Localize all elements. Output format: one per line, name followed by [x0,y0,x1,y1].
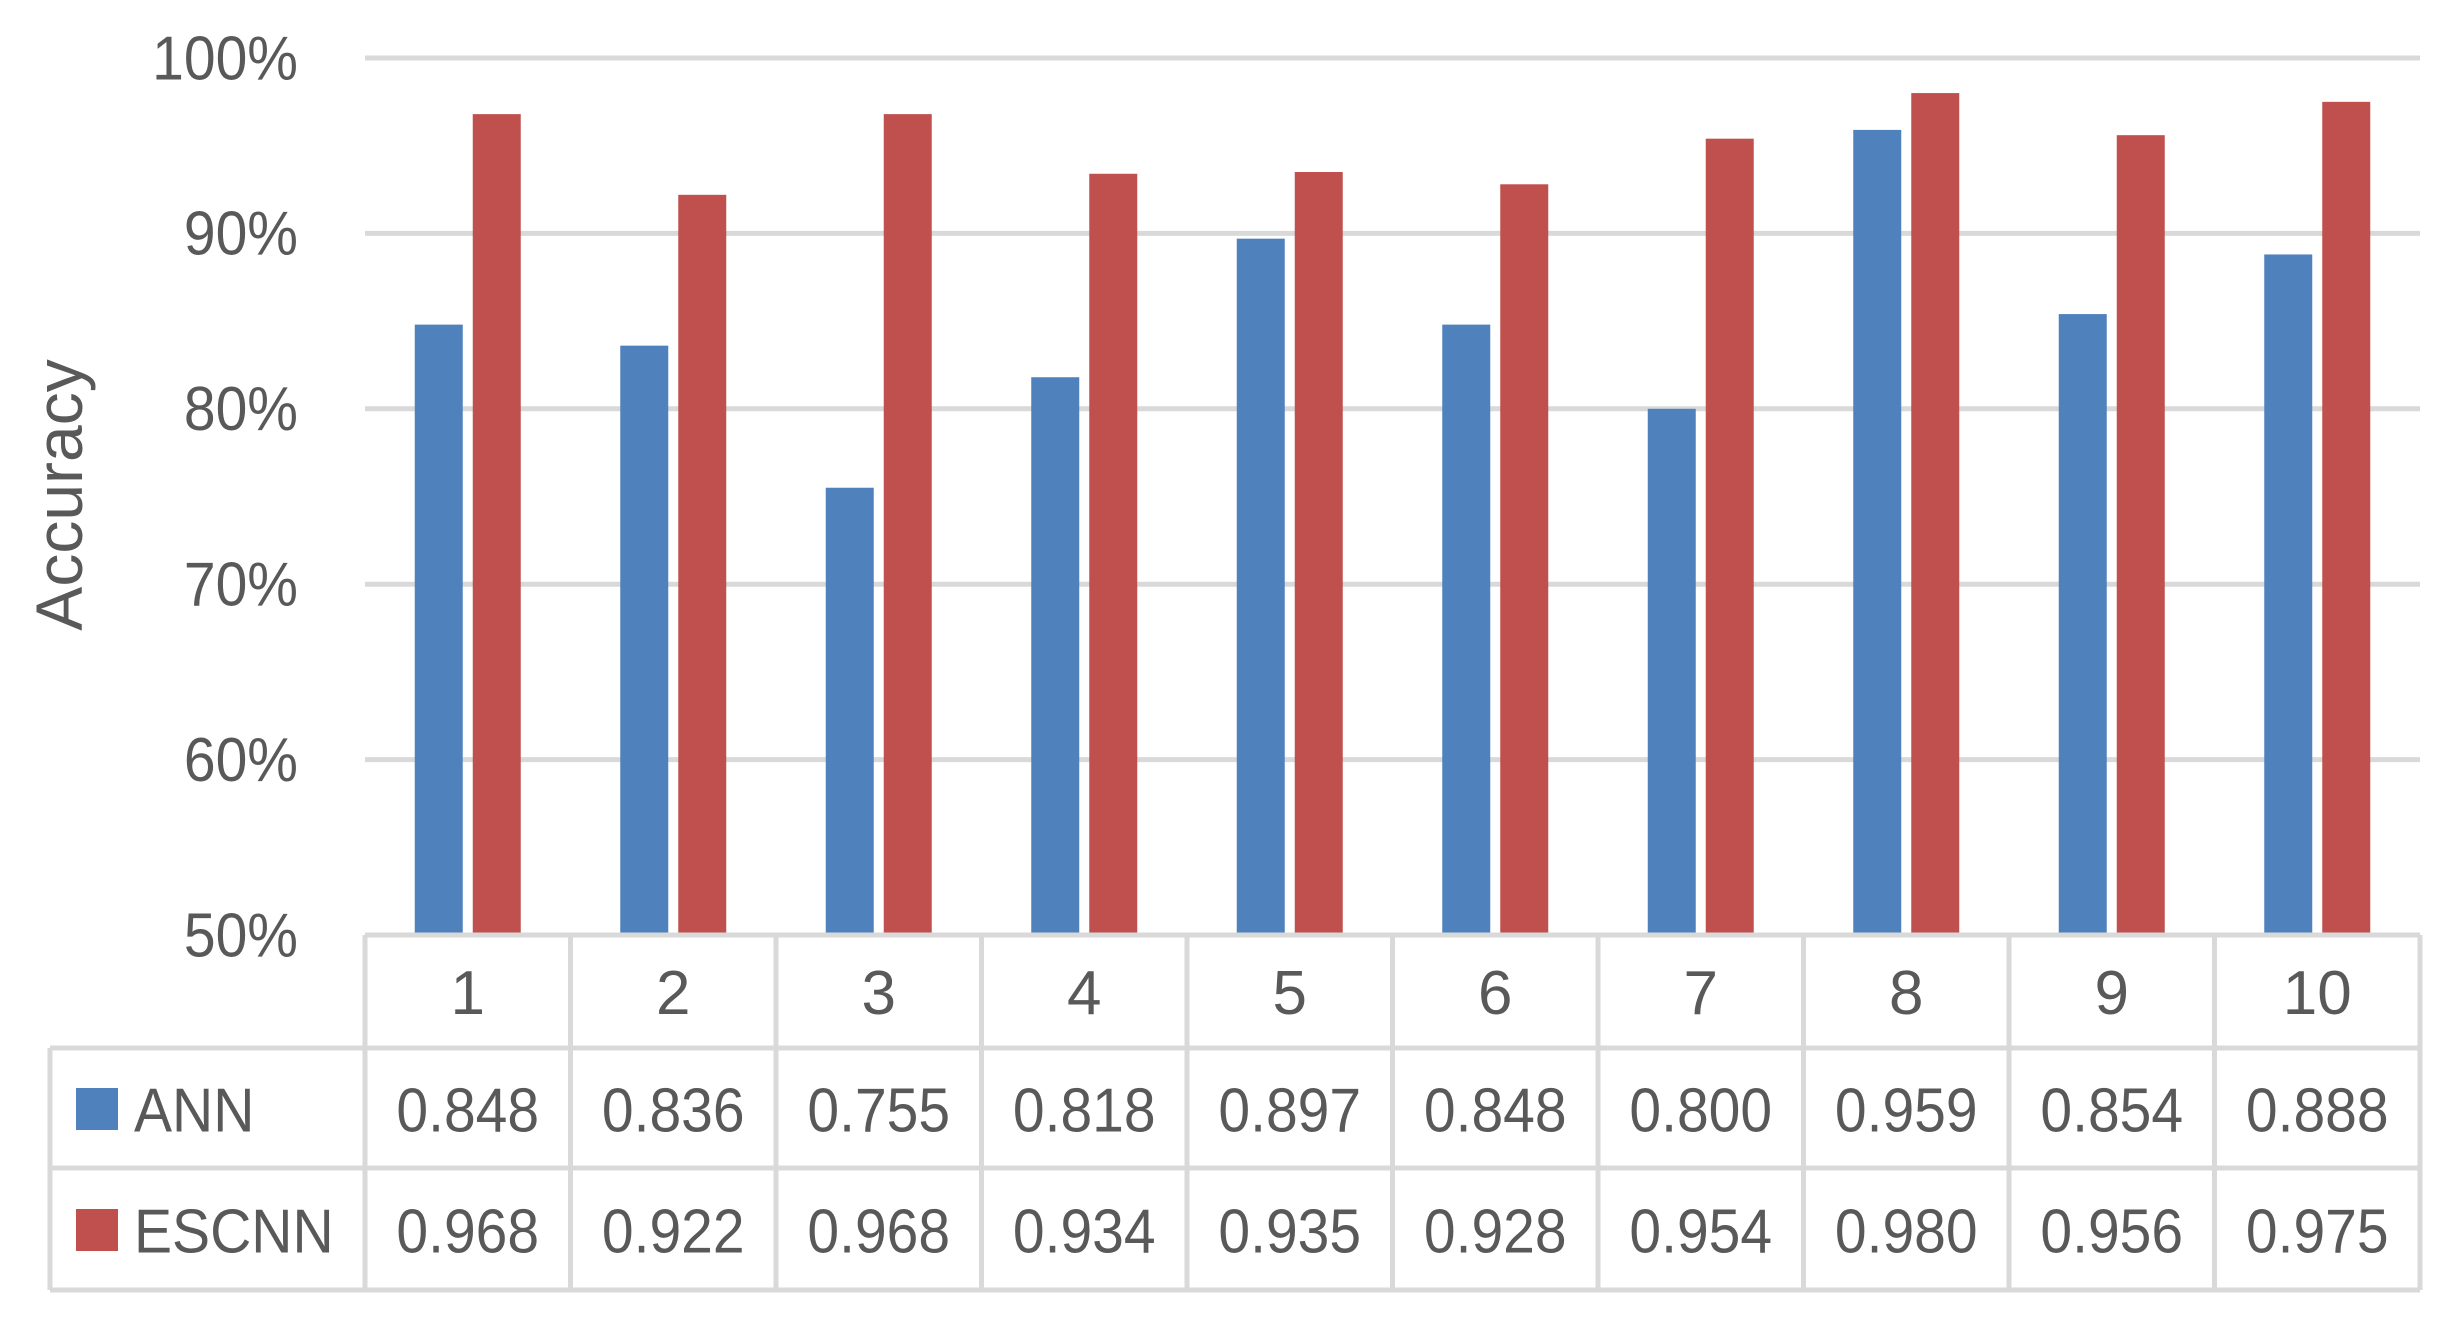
y-tick-label: 50% [184,900,298,970]
y-tick-label: 80% [184,374,298,444]
data-label: 0.818 [1013,1075,1156,1145]
bar-ann [1442,324,1491,935]
x-tick-label: 8 [1889,959,1923,1028]
data-label: 0.954 [1629,1196,1772,1266]
data-label: 0.975 [2246,1196,2389,1266]
legend-label: ANN [134,1075,254,1145]
x-tick-label: 1 [451,959,485,1028]
data-label: 0.959 [1835,1075,1978,1145]
legend-label: ESCNN [134,1196,334,1266]
y-tick-label: 100% [152,23,298,93]
bar-ann [2264,254,2313,935]
x-tick-label: 5 [1273,959,1307,1028]
x-tick-label: 3 [862,959,896,1028]
data-label: 0.888 [2246,1075,2389,1145]
data-label: 0.935 [1218,1196,1361,1266]
x-tick-label: 2 [656,959,690,1028]
bars [414,93,2371,936]
y-tick-labels: 50% 60% 70% 80% 90% 100% [152,23,298,970]
data-label: 0.980 [1835,1196,1978,1266]
y-tick-label: 90% [184,199,298,269]
x-tick-label: 7 [1684,959,1718,1028]
legend-swatch-escnn [76,1209,118,1251]
bar-ann [2058,314,2107,936]
bar-escnn [1500,184,1549,936]
data-label: 0.934 [1013,1196,1156,1266]
x-tick-label: 10 [2283,959,2352,1028]
data-label: 0.956 [2040,1196,2183,1266]
bar-escnn [2322,101,2371,936]
bar-escnn [1294,172,1343,935]
legend-swatch-ann [76,1088,118,1130]
data-label: 0.848 [396,1075,539,1145]
bar-ann [1853,129,1902,935]
y-axis-title: Accuracy [22,359,96,630]
data-label: 0.848 [1424,1075,1567,1145]
bar-ann [1236,238,1285,936]
data-label: 0.897 [1218,1075,1361,1145]
bar-escnn [1089,173,1138,936]
y-tick-label: 70% [184,549,298,619]
data-label: 0.836 [602,1075,745,1145]
data-label: 0.854 [2040,1075,2183,1145]
x-tick-label: 6 [1478,959,1512,1028]
bar-escnn [1705,138,1754,935]
bar-ann [620,345,669,935]
gridlines [365,55,2420,763]
x-tick-label: 4 [1067,959,1101,1028]
bar-ann [1031,377,1080,935]
bar-escnn [883,114,932,936]
bar-ann [1647,408,1696,935]
bar-escnn [472,114,521,936]
x-tick-label: 9 [2095,959,2129,1028]
bar-escnn [678,194,727,935]
data-label: 0.922 [602,1196,745,1266]
data-label: 0.928 [1424,1196,1567,1266]
bar-ann [414,324,463,935]
data-label: 0.968 [396,1196,539,1266]
data-label: 0.968 [807,1196,950,1266]
bar-escnn [2116,135,2165,935]
bar-escnn [1911,93,1960,935]
y-tick-label: 60% [184,725,298,795]
data-label: 0.755 [807,1075,950,1145]
data-label: 0.800 [1629,1075,1772,1145]
data-table: 1 2 3 4 5 6 7 8 9 10 ANN 0.848 0.836 0.755 0.818 0.897 0… [47,932,2423,1293]
bar-ann [825,487,874,935]
